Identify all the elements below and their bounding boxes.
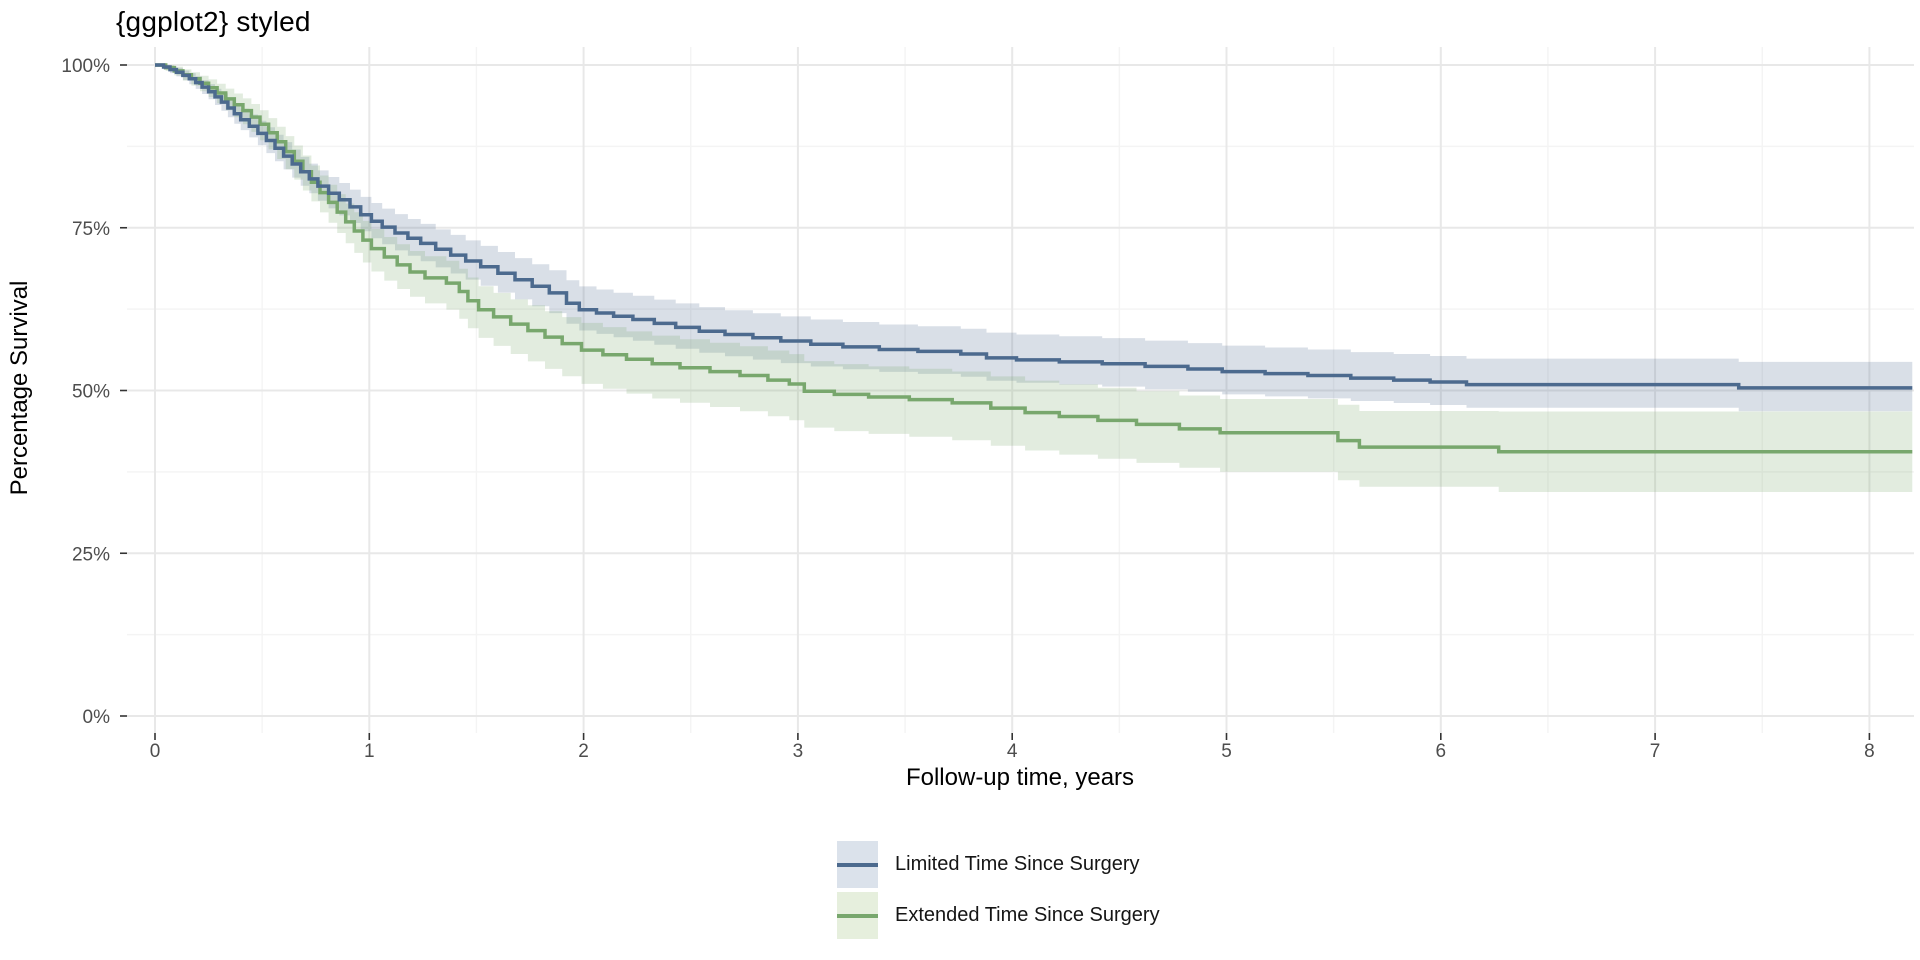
survival-curve-extended [155,63,1913,454]
legend-key-extended-line-icon [837,913,878,918]
y-tick-label: 100% [61,56,110,77]
survival-curve-limited [155,63,1913,390]
x-axis-title: Follow-up time, years [905,764,1135,791]
legend-key-limited-swatch [837,841,878,888]
confidence-band-limited [155,65,1913,412]
confidence-band-extended [155,65,1913,492]
y-tick-label: 75% [72,219,110,240]
y-tick-label: 25% [72,544,110,565]
legend-key-extended-swatch [837,892,878,939]
legend-key-limited-line-icon [837,862,878,867]
legend-label-limited: Limited Time Since Surgery [895,853,1140,875]
y-tick-label: 50% [72,382,110,403]
plot-title: {ggplot2} styled [116,6,311,37]
legend: Limited Time Since Surgery Extended Time… [837,841,1160,939]
legend-item-extended: Extended Time Since Surgery [837,892,1160,939]
x-tick-label: 0 [150,741,161,762]
x-tick-label: 4 [1007,741,1018,762]
x-tick-label: 1 [364,741,375,762]
x-tick-label: 5 [1221,741,1232,762]
x-tick-label: 8 [1864,741,1875,762]
y-tick-label: 0% [83,707,111,728]
x-tick-label: 3 [793,741,804,762]
x-tick-label: 6 [1436,741,1447,762]
legend-label-extended: Extended Time Since Surgery [895,904,1160,926]
y-axis-title: Percentage Survival [6,280,33,496]
x-tick-label: 2 [578,741,589,762]
legend-item-limited: Limited Time Since Surgery [837,841,1160,888]
x-tick-label: 7 [1650,741,1661,762]
